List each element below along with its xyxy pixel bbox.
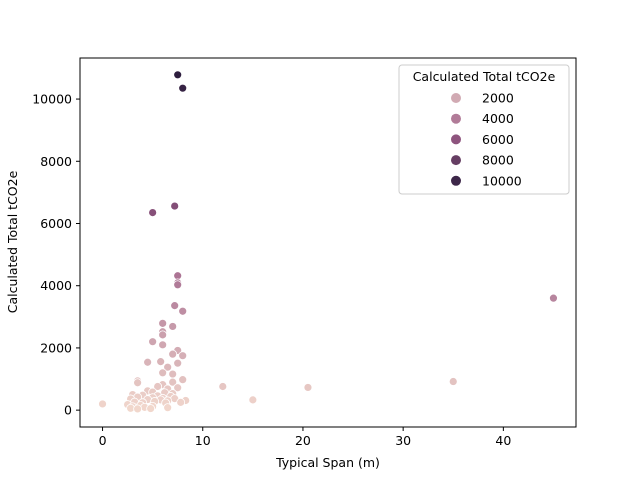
data-point bbox=[158, 368, 168, 378]
y-tick-label: 8000 bbox=[40, 154, 72, 169]
legend-entry-label: 10000 bbox=[482, 173, 522, 188]
data-point bbox=[158, 340, 168, 350]
legend-marker bbox=[451, 134, 461, 145]
x-tick-label: 0 bbox=[99, 433, 107, 448]
data-point bbox=[158, 318, 168, 328]
data-point bbox=[133, 378, 143, 388]
y-tick-label: 4000 bbox=[40, 278, 72, 293]
legend-title: Calculated Total tCO2e bbox=[413, 69, 556, 84]
data-point bbox=[218, 382, 228, 391]
y-tick-label: 6000 bbox=[40, 216, 72, 231]
data-point bbox=[153, 382, 163, 391]
data-point bbox=[178, 375, 188, 385]
data-point bbox=[173, 70, 183, 80]
data-point bbox=[248, 395, 258, 405]
data-point bbox=[173, 280, 183, 290]
data-point bbox=[170, 201, 180, 211]
legend-entries: 2000 4000 6000 8000 10000 bbox=[451, 91, 522, 188]
data-point bbox=[133, 404, 143, 414]
data-point bbox=[168, 377, 178, 387]
legend-marker bbox=[451, 175, 461, 186]
legend-marker bbox=[451, 155, 461, 166]
y-tick-label: 2000 bbox=[40, 340, 72, 355]
points-layer bbox=[98, 70, 558, 414]
data-point bbox=[168, 349, 178, 359]
data-point bbox=[156, 357, 166, 367]
data-point bbox=[178, 83, 188, 93]
data-point bbox=[163, 403, 173, 413]
plot-frame bbox=[79, 57, 577, 428]
data-point bbox=[148, 337, 158, 347]
data-point bbox=[146, 404, 156, 413]
x-tick-label: 30 bbox=[395, 433, 411, 448]
legend-entry-label: 8000 bbox=[482, 153, 514, 168]
data-point bbox=[168, 322, 178, 331]
data-point bbox=[148, 208, 158, 218]
legend-entry-label: 2000 bbox=[482, 91, 514, 106]
data-point bbox=[448, 377, 458, 386]
data-point bbox=[163, 362, 173, 372]
legend-entry-label: 6000 bbox=[482, 132, 514, 147]
data-point bbox=[98, 399, 107, 409]
legend-marker bbox=[451, 113, 461, 124]
data-point bbox=[178, 306, 188, 316]
data-point bbox=[303, 383, 313, 392]
y-tick-label: 10000 bbox=[32, 92, 72, 107]
data-point bbox=[549, 293, 558, 303]
data-point bbox=[158, 330, 168, 340]
legend-box bbox=[398, 64, 570, 195]
data-point bbox=[168, 369, 178, 379]
y-axis: 0 2000 4000 6000 8000 10000 bbox=[32, 92, 80, 418]
data-point bbox=[173, 358, 183, 368]
data-point bbox=[173, 383, 183, 393]
legend: Calculated Total tCO2e 2000 4000 6000 8000 1… bbox=[398, 64, 570, 195]
data-point bbox=[170, 301, 180, 311]
y-tick-label: 0 bbox=[64, 403, 72, 418]
x-tick-label: 40 bbox=[495, 433, 511, 448]
data-point bbox=[176, 397, 186, 407]
x-tick-label: 10 bbox=[195, 433, 211, 448]
data-point bbox=[178, 351, 188, 361]
legend-entry-label: 4000 bbox=[482, 111, 514, 126]
x-axis-label: Typical Span (m) bbox=[275, 455, 380, 470]
x-axis: 0 10 20 30 40 bbox=[99, 427, 511, 448]
legend-marker bbox=[451, 93, 461, 103]
x-tick-label: 20 bbox=[295, 433, 311, 448]
y-axis-label: Calculated Total tCO2e bbox=[5, 170, 20, 313]
data-point bbox=[143, 357, 153, 367]
